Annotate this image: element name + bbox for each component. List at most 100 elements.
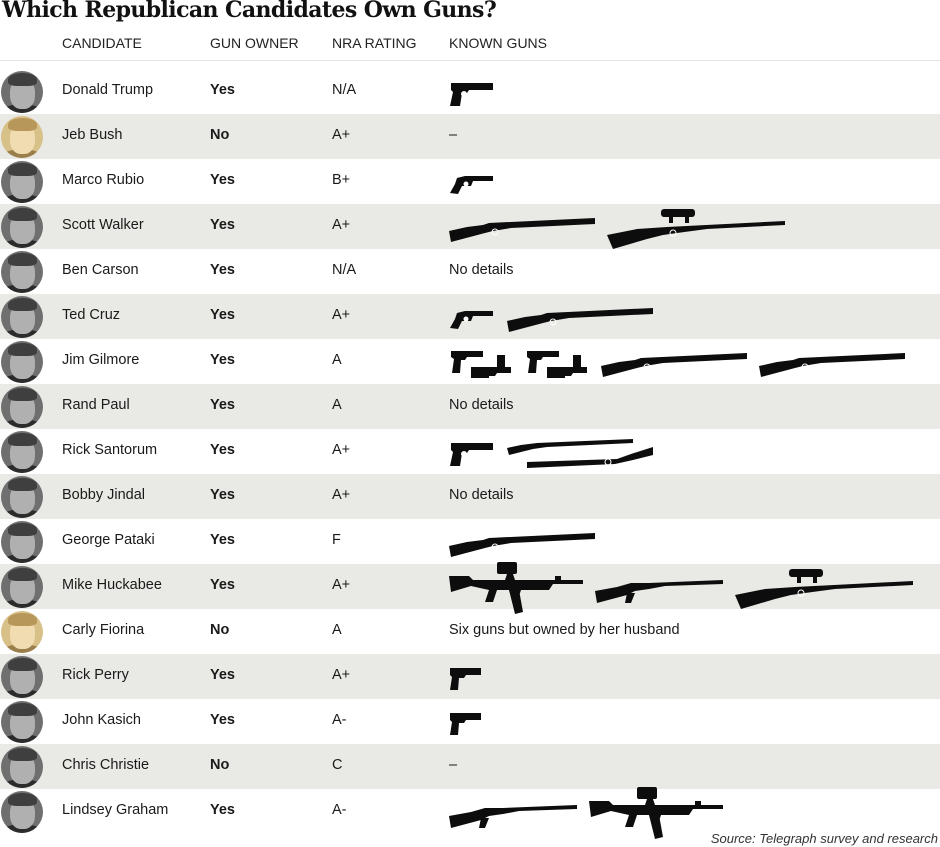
candidate-photo xyxy=(1,566,43,608)
nra-rating-value: A+ xyxy=(332,577,351,593)
candidate-photo xyxy=(1,71,43,113)
table-row: John Kasich Yes A- xyxy=(0,699,940,744)
known-guns-text: No details xyxy=(449,262,514,278)
gun-owner-value: Yes xyxy=(210,82,235,98)
shotgun-pair-icon xyxy=(507,439,653,468)
table-row: Rick Santorum Yes A+ xyxy=(0,429,940,474)
table-row: George Pataki Yes F xyxy=(0,519,940,564)
shotgun-icon xyxy=(601,353,747,377)
pistol-pair-icon xyxy=(527,351,587,378)
nra-rating-value: B+ xyxy=(332,172,351,188)
gun-owner-value: No xyxy=(210,757,230,773)
gun-owner-value: Yes xyxy=(210,802,235,818)
candidate-name: Mike Huckabee xyxy=(62,577,162,593)
gun-owner-value: Yes xyxy=(210,712,235,728)
table-row: Chris Christie No C – xyxy=(0,744,940,789)
gun-owner-value: Yes xyxy=(210,442,235,458)
shotgun-icon xyxy=(449,218,595,242)
candidate-table: Donald Trump Yes N/A Jeb Bush No A+ – Marco Rub… xyxy=(0,69,940,839)
assault-rifle-icon xyxy=(589,787,723,839)
shotgun-icon xyxy=(507,308,653,332)
candidate-photo xyxy=(1,791,43,833)
table-row: Jim Gilmore Yes A xyxy=(0,339,940,384)
candidate-photo xyxy=(1,521,43,563)
candidate-photo xyxy=(1,386,43,428)
nra-rating-value: C xyxy=(332,757,343,773)
candidate-name: Donald Trump xyxy=(62,82,154,98)
scoped-rifle-icon xyxy=(607,209,785,249)
gun-owner-value: Yes xyxy=(210,532,235,548)
candidate-name: John Kasich xyxy=(62,712,141,728)
nra-rating-value: A xyxy=(332,622,342,638)
table-row: Jeb Bush No A+ – xyxy=(0,114,940,159)
nra-rating-value: A- xyxy=(332,712,347,728)
nra-rating-value: A+ xyxy=(332,307,351,323)
nra-rating-value: A+ xyxy=(332,217,351,233)
candidate-name: Rick Perry xyxy=(62,667,129,683)
gun-owner-value: Yes xyxy=(210,217,235,233)
candidate-photo xyxy=(1,296,43,338)
header-nra-rating: NRA RATING xyxy=(332,35,417,51)
table-row: Bobby Jindal Yes A+ No details xyxy=(0,474,940,519)
candidate-name: Lindsey Graham xyxy=(62,802,169,818)
candidate-name: George Pataki xyxy=(62,532,155,548)
nra-rating-value: A+ xyxy=(332,487,351,503)
pistol-icon xyxy=(450,83,493,106)
table-header: CANDIDATE GUN OWNER NRA RATING KNOWN GUN… xyxy=(0,34,940,61)
candidate-photo xyxy=(1,116,43,158)
gun-owner-value: Yes xyxy=(210,487,235,503)
candidate-name: Jim Gilmore xyxy=(62,352,140,368)
candidate-photo xyxy=(1,476,43,518)
gun-owner-value: Yes xyxy=(210,172,235,188)
table-row: Mike Huckabee Yes A+ xyxy=(0,562,940,614)
nra-rating-value: A- xyxy=(332,802,347,818)
table-row: Rick Perry Yes A+ xyxy=(0,654,940,699)
pistol-icon xyxy=(450,443,493,466)
scoped-rifle-icon xyxy=(735,569,913,609)
candidate-name: Carly Fiorina xyxy=(62,622,145,638)
table-row: Ben Carson Yes N/A No details xyxy=(0,249,940,294)
page-title: Which Republican Candidates Own Guns? xyxy=(2,0,497,23)
candidate-name: Marco Rubio xyxy=(62,172,145,188)
candidate-photo xyxy=(1,656,43,698)
pistol-pair-icon xyxy=(451,351,511,378)
pump-shotgun-icon xyxy=(449,805,577,828)
known-guns-text: – xyxy=(449,127,458,143)
table-row: Rand Paul Yes A No details xyxy=(0,384,940,429)
table-row: Carly Fiorina No A Six guns but owned by he… xyxy=(0,609,940,654)
candidate-name: Scott Walker xyxy=(62,217,144,233)
table-row: Scott Walker Yes A+ xyxy=(0,204,940,249)
revolver-icon xyxy=(450,176,493,194)
candidate-photo xyxy=(1,341,43,383)
shotgun-icon xyxy=(759,353,905,377)
candidate-photo xyxy=(1,746,43,788)
candidate-photo xyxy=(1,206,43,248)
candidate-name: Ben Carson xyxy=(62,262,139,278)
gun-owner-value: Yes xyxy=(210,397,235,413)
assault-rifle-icon xyxy=(449,562,583,614)
header-gun-owner: GUN OWNER xyxy=(210,35,299,51)
known-guns-text: No details xyxy=(449,397,514,413)
source-note: Source: Telegraph survey and research xyxy=(710,831,938,846)
nra-rating-value: N/A xyxy=(332,262,357,278)
compact-pistol-icon xyxy=(450,668,481,690)
known-guns-text: Six guns but owned by her husband xyxy=(449,622,680,638)
compact-pistol-icon xyxy=(450,713,481,735)
candidate-name: Rick Santorum xyxy=(62,442,158,458)
candidate-photo xyxy=(1,701,43,743)
header-known-guns: KNOWN GUNS xyxy=(449,35,547,51)
nra-rating-value: A+ xyxy=(332,442,351,458)
table-row: Lindsey Graham Yes A- xyxy=(0,787,940,839)
nra-rating-value: N/A xyxy=(332,82,357,98)
candidate-name: Ted Cruz xyxy=(62,307,121,323)
candidate-name: Jeb Bush xyxy=(62,127,123,143)
nra-rating-value: A xyxy=(332,352,342,368)
nra-rating-value: A+ xyxy=(332,127,351,143)
pump-shotgun-icon xyxy=(595,580,723,603)
table-row: Marco Rubio Yes B+ xyxy=(0,159,940,204)
nra-rating-value: A xyxy=(332,397,342,413)
table-row: Donald Trump Yes N/A xyxy=(0,69,940,114)
header-candidate: CANDIDATE xyxy=(62,35,142,51)
candidate-photo xyxy=(1,161,43,203)
gun-owner-value: No xyxy=(210,622,230,638)
